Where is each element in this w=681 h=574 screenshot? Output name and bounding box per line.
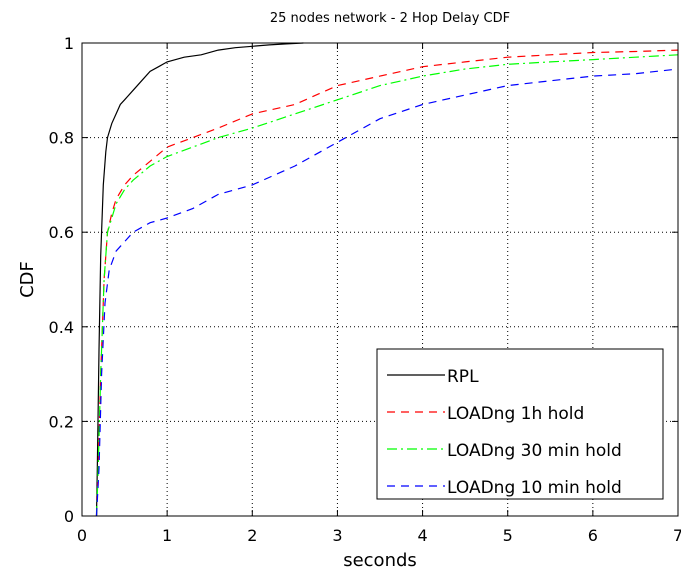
legend-label: LOADng 1h hold [447,404,584,424]
y-axis-label: CDF [17,261,38,298]
x-tick-label: 5 [503,526,513,545]
y-tick-label: 0.6 [49,223,74,242]
y-tick-label: 0.4 [49,318,74,337]
x-tick-label: 4 [417,526,427,545]
chart-title: 25 nodes network - 2 Hop Delay CDF [270,11,510,26]
legend-box [376,348,664,500]
legend-label: LOADng 30 min hold [447,441,622,461]
x-tick-label: 2 [247,526,257,545]
y-tick-label: 0.2 [49,412,74,431]
x-tick-label: 0 [77,526,87,545]
x-tick-label: 6 [588,526,598,545]
legend-label: LOADng 10 min hold [447,478,622,498]
x-tick-label: 1 [162,526,172,545]
plot-area [81,42,679,517]
y-tick-label: 0.8 [49,129,74,148]
legend-label: RPL [447,367,479,387]
legend: RPL LOADng 1h hold LOADng 30 min hold LOADn… [376,348,664,500]
series-line [95,42,304,517]
axis-ticks: 0 1 2 3 4 5 6 7 0 0.2 0.4 0.6 0.8 1 [49,34,681,545]
series-line [95,68,679,517]
x-tick-label: 7 [673,526,681,545]
series-line [95,54,679,517]
x-tick-label: 3 [332,526,342,545]
y-tick-label: 1 [64,34,74,53]
x-axis-label: seconds [343,550,417,571]
y-tick-label: 0 [64,507,74,526]
series-layer [95,42,679,517]
